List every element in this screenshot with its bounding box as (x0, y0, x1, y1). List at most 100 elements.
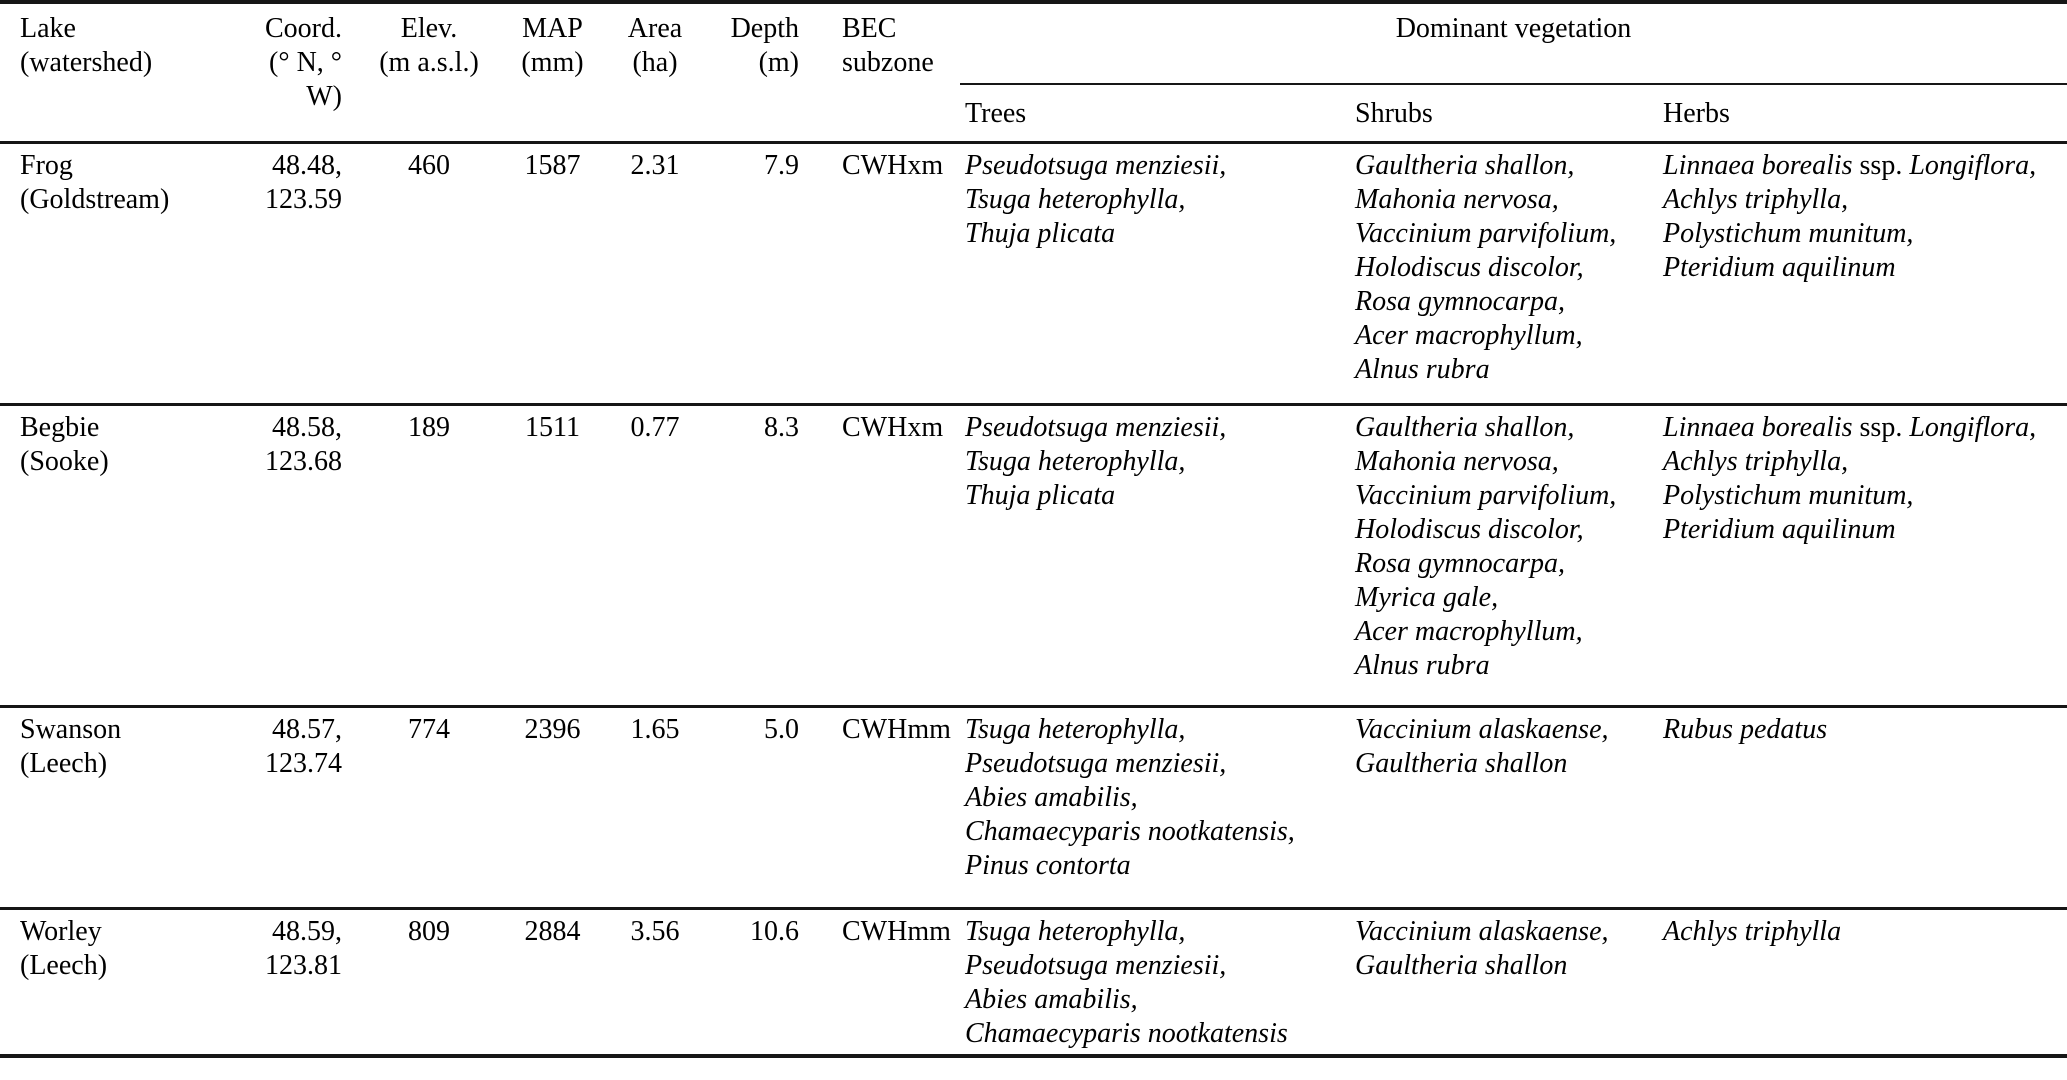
elev-cell: 189 (348, 404, 510, 708)
area-cell: 0.77 (595, 404, 715, 708)
trees-cell: Pseudotsuga menziesii, Tsuga heterophylla… (960, 404, 1350, 708)
col-header-herbs: Herbs (1658, 84, 2067, 144)
depth-cell: 8.3 (715, 404, 805, 708)
species-name: Alnus rubra (1355, 649, 1490, 681)
species-name: Rubus pedatus (1663, 713, 1828, 745)
species-name: Holodiscus discolor, (1355, 513, 1584, 545)
col-header-line: (watershed) (20, 47, 153, 78)
shrubs-cell: Vaccinium alaskaense, Gaultheria shallon (1350, 908, 1658, 1056)
coord-west: 123.81 (265, 949, 342, 981)
species-name: Thuja plicata (965, 217, 1116, 249)
coord-north: 48.48, (272, 149, 342, 181)
coord-cell: 48.58, 123.68 (245, 404, 348, 708)
table-row: Frog (Goldstream) 48.48, 123.59 460 1587 2.31 7… (0, 142, 2067, 406)
herbs-cell: Achlys triphylla (1658, 908, 2067, 1056)
col-header-trees: Trees (960, 84, 1350, 144)
lake-name: Begbie (20, 411, 100, 443)
herbs-cell: Linnaea borealis ssp. Longiflora, Achlys … (1658, 404, 2067, 708)
col-header-area: Area (ha) (595, 2, 715, 144)
area-cell: 3.56 (630, 915, 680, 947)
species-name: Chamaecyparis nootkatensis, (965, 815, 1295, 847)
coord-north: 48.57, (272, 713, 342, 745)
lake-cell: Begbie (Sooke) (0, 404, 245, 708)
coord-cell: 48.57, 123.74 (245, 706, 348, 910)
col-header-line: Lake (20, 13, 76, 44)
col-header-line: MAP (522, 13, 583, 44)
species-name: Acer macrophyllum, (1355, 615, 1583, 647)
coord-west: 123.74 (265, 747, 342, 779)
col-header-lake: Lake (watershed) (0, 2, 245, 144)
species-name: Vaccinium parvifolium, (1355, 217, 1617, 249)
species-name: Linnaea borealis ssp. Longiflora, (1663, 149, 2037, 181)
col-header-line: subzone (842, 47, 934, 78)
species-name: Polystichum munitum, (1663, 217, 1914, 249)
depth-cell: 7.9 (715, 142, 805, 406)
shrubs-cell: Vaccinium alaskaense, Gaultheria shallon (1350, 706, 1658, 910)
subspecies-abbrev: ssp. (1859, 149, 1903, 181)
table-row: Worley (Leech) 48.59, 123.81 809 2884 3.56 10.6… (0, 908, 2067, 1056)
coord-north: 48.59, (272, 915, 342, 947)
coord-cell: 48.48, 123.59 (245, 142, 348, 406)
table-row: Begbie (Sooke) 48.58, 123.68 189 1511 0.77 8.3 C… (0, 404, 2067, 708)
depth-cell: 5.0 (715, 706, 805, 910)
col-header-line: Depth (730, 13, 799, 44)
lake-watershed: (Leech) (20, 747, 108, 779)
elev-cell: 774 (348, 706, 510, 910)
col-header-line: (m) (758, 47, 799, 78)
lake-watershed: (Sooke) (20, 445, 109, 477)
species-name: Abies amabilis, (965, 983, 1138, 1015)
herbs-cell: Linnaea borealis ssp. Longiflora, Achlys … (1658, 142, 2067, 406)
species-name: Tsuga heterophylla, (965, 445, 1186, 477)
map-cell: 2396 (510, 706, 595, 910)
shrubs-cell: Gaultheria shallon, Mahonia nervosa, Vacci… (1350, 142, 1658, 406)
species-name: Rosa gymnocarpa, (1355, 547, 1565, 579)
col-header-coord: Coord. (° N, ° W) (245, 2, 348, 144)
species-name: Achlys triphylla (1663, 915, 1842, 947)
shrubs-cell: Gaultheria shallon, Mahonia nervosa, Vacci… (1350, 404, 1658, 708)
species-name: Tsuga heterophylla, (965, 713, 1186, 745)
species-name: Chamaecyparis nootkatensis (965, 1017, 1288, 1049)
species-name: Pteridium aquilinum (1663, 251, 1896, 283)
lake-name: Frog (20, 149, 73, 181)
col-header-line: BEC (842, 13, 897, 44)
species-name: Vaccinium alaskaense, (1355, 713, 1609, 745)
species-name: Pseudotsuga menziesii, (965, 411, 1227, 443)
col-group-dominant-vegetation: Dominant vegetation (960, 2, 2067, 85)
species-name: Pseudotsuga menziesii, (965, 949, 1227, 981)
col-header-bec-subzone: BEC subzone (805, 2, 960, 144)
species-name: Pinus contorta (965, 849, 1131, 881)
trees-cell: Pseudotsuga menziesii, Tsuga heterophylla… (960, 142, 1350, 406)
lake-cell: Worley (Leech) (0, 908, 245, 1056)
species-name: Gaultheria shallon, (1355, 411, 1575, 443)
col-header-line: (° N, ° W) (269, 47, 342, 112)
herbs-cell: Rubus pedatus (1658, 706, 2067, 910)
trees-cell: Tsuga heterophylla, Pseudotsuga menziesii… (960, 908, 1350, 1056)
coord-west: 123.68 (265, 445, 342, 477)
species-name: Acer macrophyllum, (1355, 319, 1583, 351)
header-row-sub: Trees Shrubs Herbs (0, 84, 2067, 144)
species-name: Alnus rubra (1355, 353, 1490, 385)
col-header-line: (m a.s.l.) (379, 47, 479, 78)
bec-subzone-cell: CWHmm (805, 706, 960, 910)
lake-cell: Frog (Goldstream) (0, 142, 245, 406)
bec-subzone-cell: CWHmm (842, 915, 951, 947)
species-name: Vaccinium alaskaense, (1355, 915, 1609, 947)
lake-cell: Swanson (Leech) (0, 706, 245, 910)
map-cell: 1511 (510, 404, 595, 708)
map-cell: 1587 (510, 142, 595, 406)
coord-west: 123.59 (265, 183, 342, 215)
bec-subzone-cell: CWHxm (805, 142, 960, 406)
lake-watershed: (Goldstream) (20, 183, 170, 215)
coord-north: 48.58, (272, 411, 342, 443)
col-header-line: (ha) (632, 47, 678, 78)
coord-cell: 48.59, 123.81 (245, 908, 348, 1056)
map-cell: 2884 (524, 915, 581, 947)
bec-subzone-cell: CWHxm (805, 404, 960, 708)
table-header: Lake (watershed) Coord. (° N, ° W) Elev.… (0, 2, 2067, 144)
study-lakes-table: Lake (watershed) Coord. (° N, ° W) Elev.… (0, 0, 2067, 1058)
species-name: Polystichum munitum, (1663, 479, 1914, 511)
col-header-line: Area (627, 13, 683, 44)
trees-cell: Tsuga heterophylla, Pseudotsuga menziesii… (960, 706, 1350, 910)
col-header-depth: Depth (m) (715, 2, 805, 144)
depth-cell: 10.6 (750, 915, 799, 947)
